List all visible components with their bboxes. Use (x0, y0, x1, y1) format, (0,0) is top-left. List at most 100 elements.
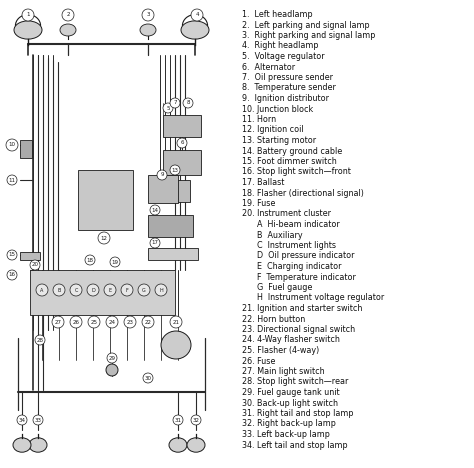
Circle shape (170, 316, 182, 328)
Text: E: E (109, 287, 111, 292)
Circle shape (155, 284, 167, 296)
Text: 28. Stop light switch—rear: 28. Stop light switch—rear (242, 378, 348, 387)
Text: 5.  Voltage regulator: 5. Voltage regulator (242, 52, 325, 61)
Text: 4: 4 (195, 13, 199, 17)
Bar (160, 180, 190, 202)
Circle shape (177, 138, 187, 148)
Text: E  Charging indicator: E Charging indicator (242, 262, 341, 271)
Bar (20, 252, 40, 260)
Ellipse shape (13, 438, 31, 452)
Circle shape (85, 255, 95, 265)
Text: 15: 15 (9, 253, 16, 257)
Text: 13. Starting motor: 13. Starting motor (242, 136, 316, 145)
Text: 1: 1 (26, 13, 30, 17)
Circle shape (157, 170, 167, 180)
Text: 26. Fuse: 26. Fuse (242, 357, 275, 366)
Circle shape (30, 260, 40, 270)
Circle shape (170, 165, 180, 175)
Ellipse shape (140, 24, 156, 36)
Circle shape (142, 316, 154, 328)
Text: 5: 5 (166, 105, 170, 110)
Circle shape (7, 175, 17, 185)
Text: 25: 25 (91, 320, 98, 324)
Text: A  Hi-beam indicator: A Hi-beam indicator (242, 220, 340, 229)
Text: 20: 20 (31, 263, 38, 268)
Text: 27. Main light switch: 27. Main light switch (242, 367, 325, 376)
Text: D  Oil pressure indicator: D Oil pressure indicator (242, 251, 355, 261)
Text: 26: 26 (73, 320, 80, 324)
Bar (148, 215, 193, 237)
Ellipse shape (29, 438, 47, 452)
Circle shape (17, 415, 27, 425)
Circle shape (98, 232, 110, 244)
Text: 30. Back-up light switch: 30. Back-up light switch (242, 398, 338, 408)
Circle shape (53, 284, 65, 296)
Bar (163, 150, 201, 175)
Circle shape (107, 353, 117, 363)
Text: 23. Directional signal switch: 23. Directional signal switch (242, 325, 355, 334)
Circle shape (52, 316, 64, 328)
Bar (78, 170, 133, 230)
Circle shape (183, 98, 193, 108)
Text: 4.  Right headlamp: 4. Right headlamp (242, 42, 319, 51)
Text: 19. Fuse: 19. Fuse (242, 199, 275, 208)
Circle shape (7, 250, 17, 260)
Circle shape (143, 373, 153, 383)
Circle shape (104, 284, 116, 296)
Text: 2.  Left parking and signal lamp: 2. Left parking and signal lamp (242, 21, 370, 29)
Text: F: F (126, 287, 128, 292)
Circle shape (121, 284, 133, 296)
Circle shape (173, 415, 183, 425)
Text: 18: 18 (86, 257, 93, 263)
Text: 30: 30 (145, 375, 152, 380)
Circle shape (22, 9, 34, 21)
Text: 32. Right back-up lamp: 32. Right back-up lamp (242, 419, 336, 429)
Text: 20. Instrument cluster: 20. Instrument cluster (242, 210, 331, 219)
Circle shape (7, 270, 17, 280)
Circle shape (191, 415, 201, 425)
Text: 17: 17 (152, 241, 158, 246)
Bar (20, 140, 32, 158)
Circle shape (150, 205, 160, 215)
Text: 11. Horn: 11. Horn (242, 115, 276, 124)
Ellipse shape (161, 331, 191, 359)
Ellipse shape (106, 364, 118, 376)
Text: 22: 22 (145, 320, 152, 324)
Text: 21: 21 (173, 320, 180, 324)
Text: 33: 33 (35, 417, 42, 423)
Text: 34: 34 (18, 417, 26, 423)
Text: 8.  Temperature sender: 8. Temperature sender (242, 83, 336, 93)
Text: D: D (91, 287, 95, 292)
Text: F  Temperature indicator: F Temperature indicator (242, 272, 356, 281)
Circle shape (62, 9, 74, 21)
Text: 16. Stop light switch—front: 16. Stop light switch—front (242, 168, 351, 176)
Text: H  Instrument voltage regulator: H Instrument voltage regulator (242, 293, 384, 302)
Circle shape (124, 316, 136, 328)
Text: 3.  Right parking and signal lamp: 3. Right parking and signal lamp (242, 31, 375, 40)
Text: 29. Fuel gauge tank unit: 29. Fuel gauge tank unit (242, 388, 340, 397)
Text: 12: 12 (100, 235, 108, 241)
Circle shape (163, 103, 173, 113)
Bar (30, 270, 175, 315)
Text: 17. Ballast: 17. Ballast (242, 178, 284, 187)
Circle shape (35, 335, 45, 345)
Text: 34. Left tail and stop lamp: 34. Left tail and stop lamp (242, 440, 347, 449)
Text: 24: 24 (109, 320, 116, 324)
Text: B: B (57, 287, 61, 292)
Text: B  Auxiliary: B Auxiliary (242, 231, 302, 240)
Circle shape (70, 316, 82, 328)
Circle shape (106, 316, 118, 328)
Text: 28: 28 (36, 337, 44, 343)
Circle shape (6, 139, 18, 151)
Bar (148, 175, 178, 203)
Text: 1.  Left headlamp: 1. Left headlamp (242, 10, 313, 19)
Circle shape (110, 257, 120, 267)
Text: 32: 32 (192, 417, 200, 423)
Text: C  Instrument lights: C Instrument lights (242, 241, 336, 250)
Text: G  Fuel gauge: G Fuel gauge (242, 283, 312, 292)
Text: 10. Junction block: 10. Junction block (242, 104, 313, 114)
Text: A: A (40, 287, 44, 292)
Text: 24. 4-Way flasher switch: 24. 4-Way flasher switch (242, 336, 340, 344)
Circle shape (70, 284, 82, 296)
Text: 13: 13 (172, 168, 179, 173)
